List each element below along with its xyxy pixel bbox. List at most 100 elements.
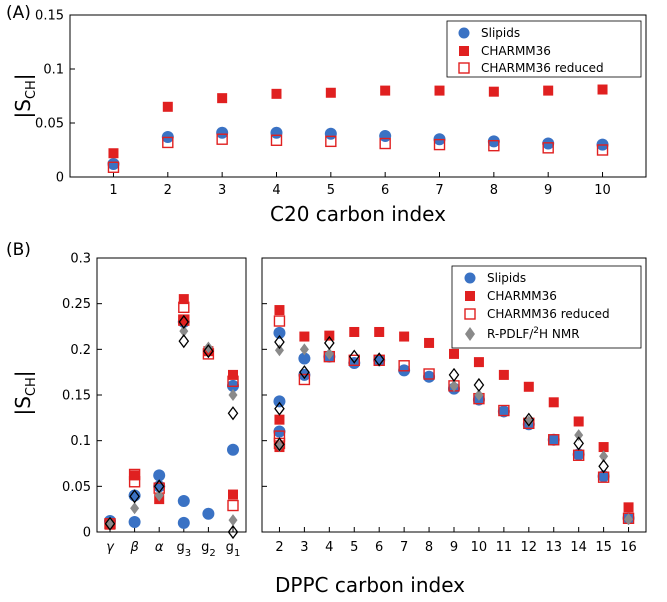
point-charmm36 bbox=[274, 414, 285, 425]
panel-a-x-axis-label: C20 carbon index bbox=[270, 202, 446, 226]
y-tick-label: 0.1 bbox=[43, 63, 64, 78]
x-tick-label: 2 bbox=[275, 540, 283, 555]
y-tick-label: 0 bbox=[83, 526, 91, 541]
point-charmm36-reduced bbox=[348, 354, 360, 366]
x-tick-label: 4 bbox=[272, 183, 280, 198]
x-tick-label: 13 bbox=[545, 540, 562, 555]
legend-charmm36-reduced-marker bbox=[458, 62, 470, 74]
legend-charmm36-reduced-label: CHARMM36 reduced bbox=[481, 61, 604, 75]
point-charmm36 bbox=[324, 330, 335, 341]
point-charmm36-reduced bbox=[488, 139, 500, 152]
panel-a-label: (A) bbox=[6, 3, 31, 23]
panel-b-headgroup-marks bbox=[104, 294, 239, 540]
point-charmm36 bbox=[598, 442, 609, 453]
point-slipids bbox=[497, 405, 510, 418]
panel-a-axes bbox=[69, 14, 647, 178]
y-tick-label: 0.2 bbox=[70, 343, 91, 358]
point-charmm36-reduced bbox=[162, 136, 174, 149]
x-tick-label: 8 bbox=[425, 540, 433, 555]
x-tick-label: β bbox=[129, 540, 138, 555]
point-nmr-gray bbox=[228, 514, 238, 527]
point-nmr-open bbox=[178, 314, 190, 330]
point-nmr-open bbox=[373, 352, 385, 367]
point-nmr-open bbox=[274, 437, 285, 452]
y-tick-label: 0.1 bbox=[70, 434, 91, 449]
legend-b-nmr-marker bbox=[465, 327, 475, 341]
point-nmr-gray bbox=[130, 502, 140, 515]
panel-b-legend: Slipids CHARMM36 CHARMM36 reduced R-PDLF… bbox=[451, 265, 642, 349]
point-nmr-open bbox=[178, 334, 190, 349]
panel-a-y-ticks: 0 0.05 0.1 0.15 bbox=[35, 9, 75, 186]
panel-b-y-axis-label: |SCH| bbox=[11, 370, 39, 415]
point-nmr-open bbox=[473, 377, 485, 393]
x-tick-label: γ bbox=[106, 540, 115, 555]
point-charmm36 bbox=[374, 326, 385, 337]
point-charmm36 bbox=[299, 331, 310, 342]
point-nmr-open bbox=[299, 365, 310, 380]
x-tick-label: 7 bbox=[435, 183, 443, 198]
point-slipids bbox=[153, 469, 166, 482]
point-nmr-open bbox=[523, 412, 535, 427]
panel-a-legend: Slipids CHARMM36 CHARMM36 reduced bbox=[446, 20, 642, 78]
point-slipids bbox=[572, 448, 585, 461]
point-r-pdlf-nmr-gray bbox=[574, 429, 584, 442]
point-charmm36 bbox=[228, 369, 238, 380]
panel-b-x-axis-label: DPPC carbon index bbox=[275, 573, 465, 597]
point-r-pdlf-nmr-gray bbox=[599, 450, 609, 463]
point-nmr-open bbox=[598, 459, 609, 474]
point-slipids bbox=[423, 370, 436, 383]
y-tick-label: 0.3 bbox=[70, 252, 91, 267]
point-nmr-open bbox=[348, 349, 360, 364]
point-charmm36-reduced bbox=[379, 137, 391, 150]
x-tick-label: 4 bbox=[325, 540, 333, 555]
point-charmm36 bbox=[543, 85, 554, 96]
x-tick-label: 5 bbox=[350, 540, 358, 555]
x-tick-label: 10 bbox=[594, 183, 611, 198]
x-tick-label: 15 bbox=[595, 540, 612, 555]
x-tick-label: 6 bbox=[375, 540, 383, 555]
x-tick-label: 12 bbox=[521, 540, 538, 555]
point-charmm36-reduced bbox=[216, 133, 228, 145]
y-tick-label: 0.05 bbox=[62, 480, 91, 495]
legend-charmm36-marker bbox=[459, 46, 469, 56]
point-charmm36-reduced bbox=[273, 315, 286, 327]
point-charmm36 bbox=[178, 315, 189, 326]
point-charmm36-reduced bbox=[325, 135, 337, 148]
point-charmm36 bbox=[399, 331, 410, 342]
point-charmm36 bbox=[449, 348, 459, 359]
x-tick-label: 11 bbox=[496, 540, 513, 555]
point-charmm36-reduced bbox=[433, 138, 446, 151]
point-charmm36 bbox=[108, 148, 119, 159]
panel-a-marks bbox=[107, 84, 609, 173]
point-r-pdlf-nmr-gray bbox=[299, 343, 309, 356]
point-charmm36 bbox=[488, 86, 499, 97]
point-charmm36 bbox=[129, 470, 140, 481]
point-charmm36-reduced bbox=[596, 144, 609, 156]
point-r-pdlf-nmr-gray bbox=[474, 389, 484, 401]
point-charmm36-reduced bbox=[227, 499, 239, 512]
panel-a-y-axis-label: |SCH| bbox=[11, 73, 39, 118]
point-nmr-gray bbox=[228, 389, 238, 401]
legend-b-charmm36-reduced-marker bbox=[464, 308, 476, 320]
point-slipids bbox=[324, 127, 337, 140]
point-slipids bbox=[107, 158, 120, 171]
point-charmm36-reduced bbox=[128, 476, 141, 488]
point-charmm36 bbox=[424, 337, 435, 348]
point-nmr-open bbox=[104, 516, 116, 531]
x-tick-label: 2 bbox=[164, 183, 172, 198]
x-tick-label: 9 bbox=[450, 540, 458, 555]
point-nmr-open bbox=[129, 489, 140, 504]
x-tick-label: 8 bbox=[490, 183, 498, 198]
point-charmm36-reduced bbox=[298, 373, 311, 386]
legend-b-slipids-marker bbox=[464, 272, 476, 284]
point-charmm36 bbox=[434, 85, 445, 96]
legend-b-charmm36-marker bbox=[465, 291, 475, 301]
panel-b-y-ticks: 0 0.05 0.1 0.15 0.2 0.25 0.3 bbox=[62, 252, 267, 541]
point-charmm36-reduced bbox=[548, 434, 560, 446]
point-nmr-gray bbox=[203, 341, 213, 354]
point-charmm36 bbox=[228, 489, 238, 500]
legend-b-charmm36-reduced-label: CHARMM36 reduced bbox=[487, 307, 610, 321]
point-nmr-open bbox=[227, 406, 239, 421]
x-tick-label: 14 bbox=[570, 540, 587, 555]
